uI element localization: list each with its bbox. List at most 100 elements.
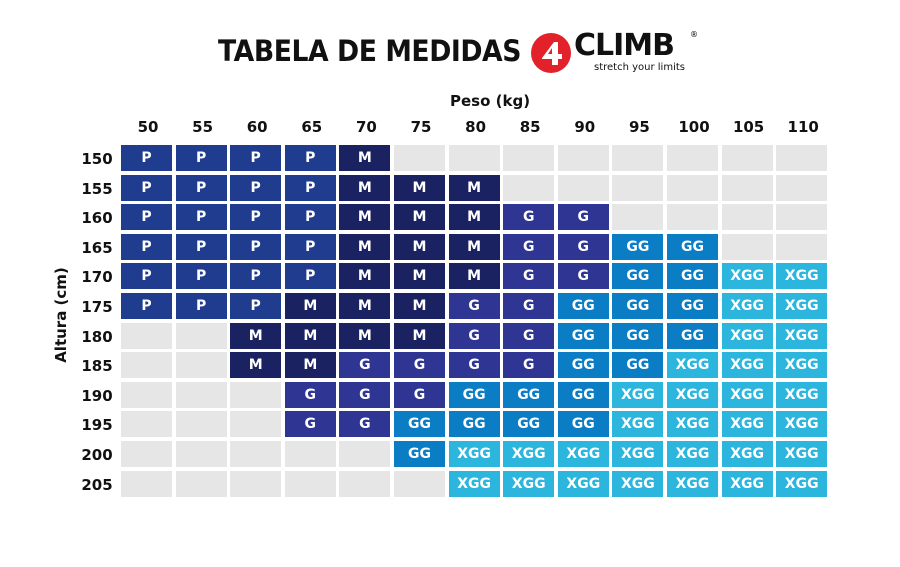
x-tick-label: 105 [732, 118, 765, 136]
size-cell-gg: GG [557, 381, 609, 408]
size-cell-p: P [230, 293, 282, 319]
empty-cell [121, 322, 172, 349]
size-cell-xgg: XGG [721, 263, 773, 290]
size-cell-xgg: XGG [503, 470, 555, 497]
empty-cell [175, 470, 227, 497]
size-cell-xgg: XGG [776, 381, 828, 408]
size-cell-m: M [339, 174, 391, 201]
size-cell-g: G [339, 381, 391, 408]
size-cell-m: M [394, 322, 445, 349]
size-cell-xgg: XGG [667, 441, 718, 467]
empty-cell [175, 352, 227, 379]
size-cell-p: P [284, 233, 336, 260]
empty-cell [776, 145, 828, 171]
logo-circle-icon [531, 33, 571, 73]
size-cell-g: G [557, 233, 609, 260]
empty-cell [121, 441, 172, 467]
size-cell-m: M [339, 233, 391, 260]
size-cell-g: G [503, 352, 555, 379]
size-cell-xgg: XGG [776, 411, 828, 438]
empty-cell [339, 470, 391, 497]
y-tick-label: 205 [81, 475, 113, 494]
y-tick-label: 150 [81, 150, 113, 168]
empty-cell [721, 233, 773, 260]
y-axis-label: Altura (cm) [52, 267, 70, 363]
size-cell-p: P [175, 174, 227, 201]
size-cell-m: M [284, 352, 336, 379]
size-cell-xgg: XGG [612, 470, 664, 497]
empty-cell [175, 322, 227, 349]
size-cell-xgg: XGG [721, 381, 773, 408]
size-cell-m: M [448, 174, 500, 201]
size-cell-xgg: XGG [557, 470, 609, 497]
empty-cell [394, 470, 445, 497]
x-tick-label: 60 [246, 118, 268, 136]
size-cell-p: P [284, 204, 336, 231]
size-cell-xgg: XGG [776, 263, 828, 290]
size-cell-g: G [503, 233, 555, 260]
size-cell-m: M [339, 204, 391, 231]
size-cell-gg: GG [612, 233, 664, 260]
y-tick-label: 175 [81, 298, 113, 316]
y-tick-label: 155 [81, 179, 113, 198]
climb-logo: CLIMB ® stretch your limits [530, 28, 700, 76]
size-cell-p: P [121, 233, 172, 260]
x-tick-label: 90 [574, 118, 596, 136]
size-cell-p: P [284, 145, 336, 171]
size-cell-xgg: XGG [503, 441, 555, 467]
empty-cell [121, 352, 172, 379]
size-cell-g: G [503, 204, 555, 231]
size-cell-p: P [121, 174, 172, 201]
empty-cell [667, 174, 718, 201]
size-cell-g: G [448, 352, 500, 379]
size-cell-p: P [175, 293, 227, 319]
size-cell-xgg: XGG [721, 322, 773, 349]
size-cell-xgg: XGG [776, 441, 828, 467]
size-cell-xgg: XGG [612, 411, 664, 438]
size-cell-m: M [394, 293, 445, 319]
size-cell-g: G [448, 293, 500, 319]
size-cell-p: P [284, 263, 336, 290]
size-cell-gg: GG [667, 263, 718, 290]
size-cell-m: M [394, 174, 445, 201]
size-cell-xgg: XGG [776, 293, 828, 319]
size-cell-m: M [284, 293, 336, 319]
size-cell-g: G [557, 263, 609, 290]
empty-cell [612, 174, 664, 201]
x-tick-label: 65 [301, 118, 323, 136]
empty-cell [175, 381, 227, 408]
empty-cell [121, 381, 172, 408]
size-cell-m: M [339, 263, 391, 290]
empty-cell [721, 204, 773, 231]
y-tick-label: 195 [81, 416, 113, 435]
size-cell-xgg: XGG [776, 352, 828, 379]
size-cell-xgg: XGG [612, 381, 664, 408]
size-cell-g: G [339, 352, 391, 379]
size-cell-gg: GG [612, 322, 664, 349]
size-cell-p: P [121, 204, 172, 231]
size-cell-m: M [339, 322, 391, 349]
size-cell-xgg: XGG [776, 470, 828, 497]
size-cell-xgg: XGG [612, 441, 664, 467]
size-cell-gg: GG [394, 441, 445, 467]
empty-cell [175, 411, 227, 438]
size-cell-g: G [448, 322, 500, 349]
size-cell-p: P [121, 263, 172, 290]
size-cell-m: M [230, 352, 282, 379]
size-cell-xgg: XGG [448, 441, 500, 467]
size-cell-gg: GG [612, 293, 664, 319]
empty-cell [230, 411, 282, 438]
size-cell-g: G [557, 204, 609, 231]
size-cell-gg: GG [448, 411, 500, 438]
size-cell-g: G [339, 411, 391, 438]
size-cell-xgg: XGG [721, 441, 773, 467]
size-cell-xgg: XGG [721, 470, 773, 497]
y-tick-label: 170 [81, 268, 113, 287]
size-cell-g: G [503, 263, 555, 290]
size-cell-xgg: XGG [721, 352, 773, 379]
size-cell-p: P [230, 233, 282, 260]
size-cell-g: G [284, 411, 336, 438]
x-tick-label: 95 [628, 118, 650, 136]
empty-cell [230, 381, 282, 408]
logo-text: CLIMB [574, 28, 675, 63]
